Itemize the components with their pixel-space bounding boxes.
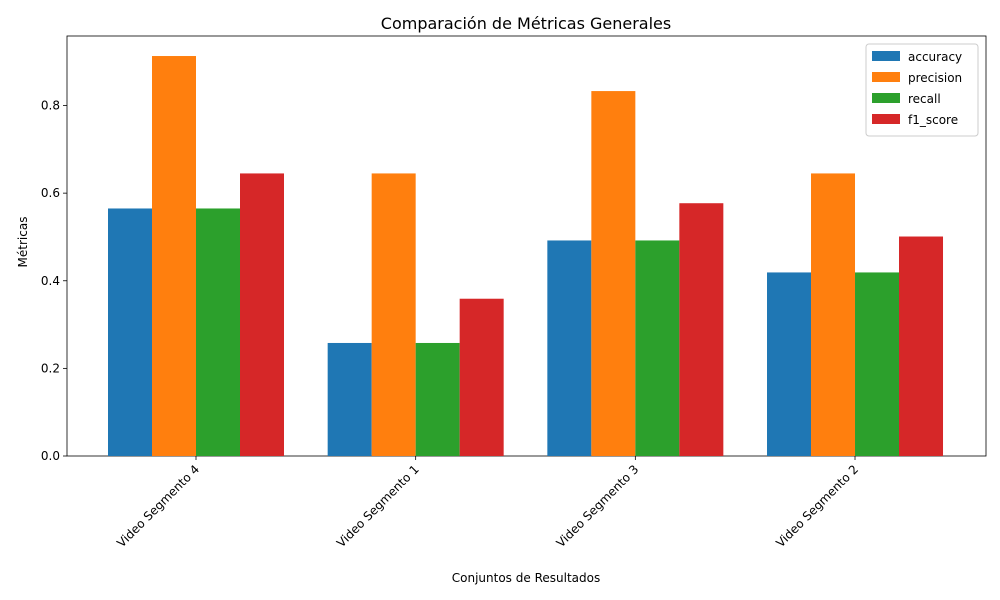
y-axis: 0.0 0.2 0.4 0.6 0.8 <box>41 99 67 463</box>
bar-f1_score-2 <box>459 298 504 456</box>
bar-precision-3 <box>591 91 636 456</box>
bar-f1_score-1 <box>240 173 284 456</box>
y-tick-label: 0.2 <box>41 361 60 375</box>
bar-precision-2 <box>371 173 416 456</box>
bar-precision-1 <box>152 56 196 456</box>
y-tick-label: 0.6 <box>41 186 60 200</box>
bar-precision-4 <box>811 173 856 456</box>
bar-recall-2 <box>415 342 460 456</box>
y-tick-label: 0.4 <box>41 274 60 288</box>
bar-f1_score-3 <box>679 203 724 456</box>
chart-title: Comparación de Métricas Generales <box>381 14 671 33</box>
legend-swatch-f1_score <box>872 114 900 124</box>
bar-accuracy-3 <box>547 240 592 456</box>
x-axis: Video Segmento 4 Video Segmento 1 Video Se… <box>114 456 861 550</box>
bar-accuracy-1 <box>108 208 152 456</box>
legend-label-recall: recall <box>908 92 941 106</box>
x-tick-label: Video Segmento 4 <box>114 462 202 550</box>
legend-swatch-accuracy <box>872 51 900 61</box>
bar-accuracy-2 <box>327 342 372 456</box>
bar-accuracy-4 <box>767 272 812 456</box>
legend-swatch-precision <box>872 72 900 82</box>
plot-area <box>66 35 987 457</box>
bar-recall-1 <box>196 208 240 456</box>
x-axis-label: Conjuntos de Resultados <box>452 571 600 585</box>
x-tick-label: Video Segmento 3 <box>554 462 642 550</box>
legend-label-accuracy: accuracy <box>908 50 962 64</box>
x-tick-label: Video Segmento 2 <box>773 462 861 550</box>
y-tick-label: 0.0 <box>41 449 60 463</box>
y-axis-label: Métricas <box>16 217 30 268</box>
legend-label-f1_score: f1_score <box>908 113 958 127</box>
bar-f1_score-4 <box>899 236 944 456</box>
y-tick-label: 0.8 <box>41 99 60 113</box>
bar-recall-3 <box>635 240 680 456</box>
legend-box <box>865 43 979 137</box>
bar-recall-4 <box>855 272 900 456</box>
plot-frame <box>66 35 987 457</box>
bars-group <box>108 56 944 456</box>
legend-swatch-recall <box>872 93 900 103</box>
legend-label-precision: precision <box>908 71 962 85</box>
x-tick-label: Video Segmento 1 <box>334 462 422 550</box>
legend: accuracy precision recall f1_score <box>865 43 979 137</box>
